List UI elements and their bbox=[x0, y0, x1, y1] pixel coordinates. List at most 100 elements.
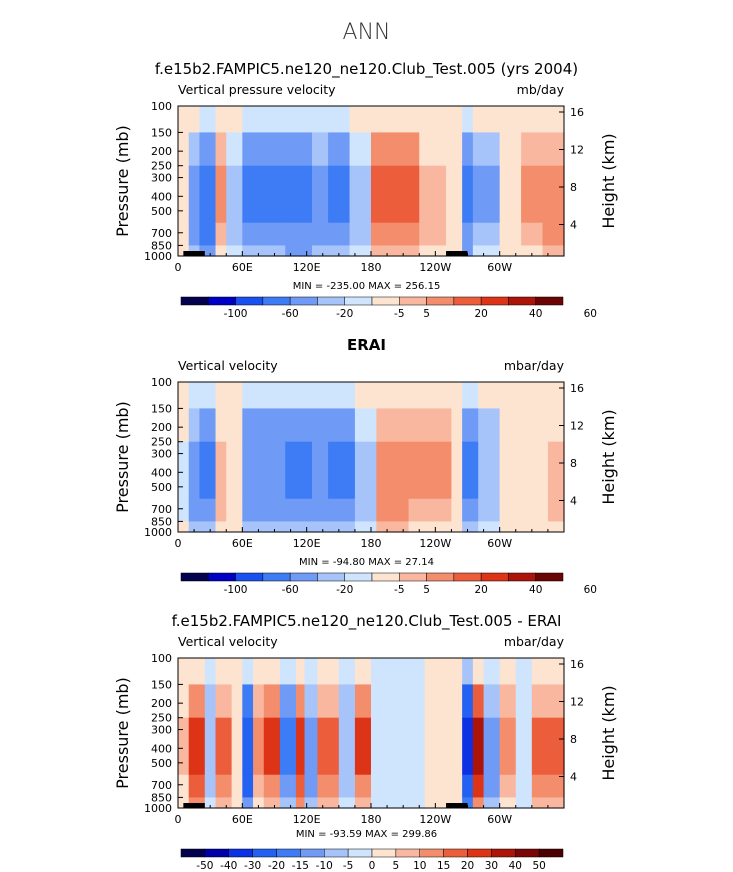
heatmap-cell bbox=[424, 684, 463, 719]
heatmap-cell bbox=[231, 684, 243, 719]
colorbar-swatch bbox=[480, 296, 509, 306]
heatmap-cell bbox=[349, 106, 372, 134]
heatmap-cell bbox=[462, 797, 474, 809]
pressure-tick-label: 250 bbox=[151, 436, 172, 449]
pressure-tick-label: 500 bbox=[151, 481, 172, 494]
heatmap-cell bbox=[531, 797, 565, 809]
heatmap-cell bbox=[204, 774, 217, 799]
heatmap-cell bbox=[462, 165, 474, 224]
heatmap-cell bbox=[178, 717, 190, 776]
heatmap-cell bbox=[188, 717, 206, 776]
heatmap-cell bbox=[242, 684, 254, 719]
ylabel-left: Pressure (mb) bbox=[113, 401, 132, 513]
heatmap-cell bbox=[263, 797, 281, 809]
units-diff: mbar/day bbox=[503, 634, 564, 649]
height-tick-label: 12 bbox=[570, 420, 584, 433]
heatmap-cell bbox=[446, 222, 463, 247]
panel-title-obs: ERAI bbox=[347, 336, 386, 354]
heatmap-cell bbox=[542, 106, 565, 134]
heatmap-cell bbox=[188, 222, 201, 247]
height-tick-label: 12 bbox=[570, 144, 584, 157]
heatmap-cell bbox=[312, 498, 329, 523]
colorbar-swatch bbox=[426, 296, 455, 306]
heatmap-cell bbox=[242, 717, 254, 776]
heatmap-cell bbox=[188, 521, 201, 533]
heatmap-cell bbox=[253, 684, 265, 719]
heatmap-cell bbox=[462, 498, 479, 523]
heatmap-cell bbox=[178, 684, 190, 719]
colorbar-label: 30 bbox=[485, 860, 498, 872]
pressure-tick-label: 250 bbox=[151, 160, 172, 173]
lon-tick-label: 60W bbox=[487, 813, 512, 826]
heatmap-cell bbox=[226, 498, 243, 523]
heatmap-cell bbox=[462, 774, 474, 799]
colorbar-label: -5 bbox=[343, 860, 353, 872]
heatmap-cell bbox=[478, 408, 501, 443]
colorbar-swatch bbox=[252, 848, 277, 858]
heatmap-cell bbox=[462, 658, 474, 686]
heatmap-cell bbox=[188, 684, 206, 719]
heatmap-cell bbox=[242, 222, 286, 247]
heatmap-cell bbox=[354, 408, 377, 443]
colorbar-label: -10 bbox=[316, 860, 333, 872]
lon-tick-label: 60W bbox=[487, 537, 512, 550]
heatmap-cell bbox=[279, 658, 297, 686]
heatmap-cell bbox=[371, 717, 426, 776]
colorbar-swatch bbox=[262, 572, 291, 582]
heatmap-cell bbox=[295, 658, 306, 686]
colorbar-swatch bbox=[344, 296, 373, 306]
heatmap-cell bbox=[371, 165, 420, 224]
lon-tick-label: 60E bbox=[232, 537, 253, 550]
lon-tick-label: 120E bbox=[293, 261, 321, 274]
pressure-tick-label: 700 bbox=[151, 503, 172, 516]
heatmap-cell bbox=[499, 441, 522, 500]
pressure-tick-label: 700 bbox=[151, 227, 172, 240]
heatmap-cell bbox=[215, 245, 227, 257]
height-tick-label: 16 bbox=[570, 382, 584, 395]
height-tick-label: 4 bbox=[570, 771, 577, 784]
colorbar-swatch bbox=[419, 848, 444, 858]
colorbar-swatch bbox=[276, 848, 301, 858]
heatmap-cell bbox=[231, 658, 243, 686]
heatmap-cell bbox=[285, 498, 313, 523]
heatmap-cell bbox=[472, 658, 485, 686]
colorbar-swatch bbox=[180, 572, 209, 582]
heatmap-cell bbox=[242, 106, 286, 134]
colorbar-swatch bbox=[535, 572, 564, 582]
lon-tick-label: 60W bbox=[487, 261, 512, 274]
heatmap-cell bbox=[349, 165, 372, 224]
heatmap-cell bbox=[312, 106, 329, 134]
heatmap-cell bbox=[472, 245, 501, 257]
heatmap-cell bbox=[215, 521, 227, 533]
heatmap-cell bbox=[499, 717, 517, 776]
height-tick-label: 4 bbox=[570, 219, 577, 232]
pressure-tick-label: 850 bbox=[151, 791, 172, 804]
heatmap-cell bbox=[515, 717, 533, 776]
heatmap-cell bbox=[376, 408, 410, 443]
heatmap-cell bbox=[242, 521, 286, 533]
heatmap-cell bbox=[419, 106, 447, 134]
heatmap-cell bbox=[253, 797, 265, 809]
heatmap-cell bbox=[317, 717, 340, 776]
heatmap-cell bbox=[354, 382, 377, 410]
heatmap-cell bbox=[253, 658, 265, 686]
heatmap-cell bbox=[483, 684, 501, 719]
heatmap-cell bbox=[542, 132, 565, 167]
pressure-tick-label: 1000 bbox=[144, 250, 172, 263]
heatmap-cell bbox=[199, 498, 217, 523]
heatmap-cell bbox=[285, 408, 313, 443]
colorbar-swatch bbox=[347, 848, 373, 858]
heatmap-cell bbox=[328, 382, 356, 410]
pressure-tick-label: 150 bbox=[151, 126, 172, 139]
heatmap-cell bbox=[451, 521, 463, 533]
pressure-tick-label: 200 bbox=[151, 145, 172, 158]
heatmap-cell bbox=[472, 774, 485, 799]
heatmap-cell bbox=[317, 774, 340, 799]
heatmap-cell bbox=[328, 132, 351, 167]
heatmap-cell bbox=[178, 521, 190, 533]
heatmap-cell bbox=[188, 132, 201, 167]
colorbar-swatch bbox=[262, 296, 291, 306]
colorbar-swatch bbox=[371, 296, 400, 306]
heatmap-cell bbox=[376, 521, 410, 533]
heatmap-cell bbox=[178, 165, 190, 224]
